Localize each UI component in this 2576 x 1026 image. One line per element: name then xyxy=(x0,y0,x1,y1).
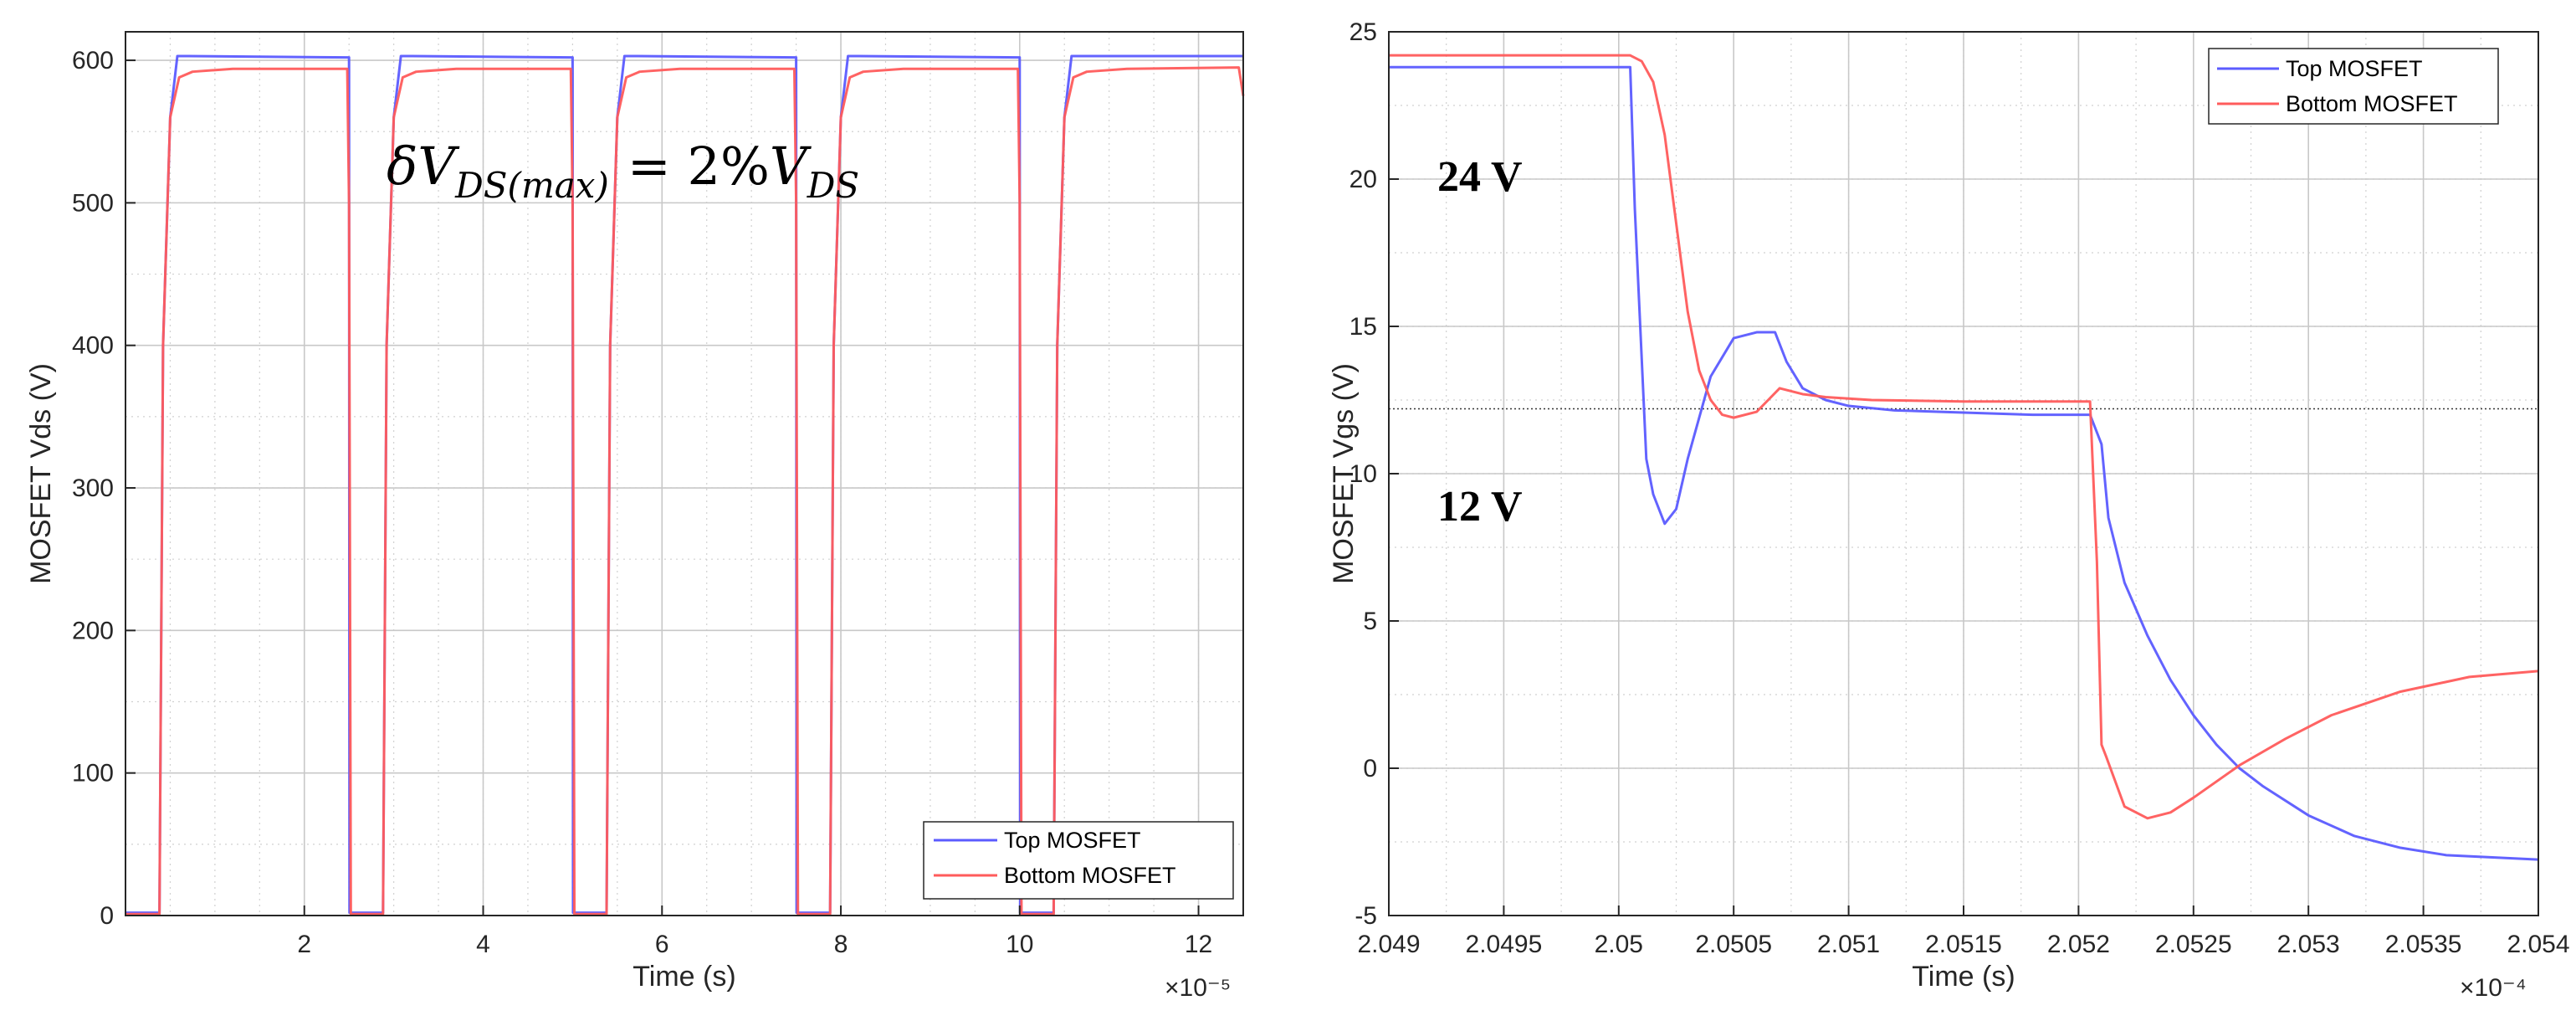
right-y-tick-label: 5 xyxy=(1363,608,1377,635)
right-x-exponent: ×10⁻⁴ xyxy=(2460,974,2527,1002)
left-y-tick-label: 400 xyxy=(72,332,114,360)
right-y-tick-label: 0 xyxy=(1363,755,1377,782)
right-annotation-12v: 12 V xyxy=(1437,483,1523,531)
right-x-tick-label: 2.05 xyxy=(1595,931,1643,958)
right-series-group xyxy=(1389,54,2539,861)
right-x-tick-label: 2.0495 xyxy=(1466,931,1543,958)
right-x-tick-label: 2.053 xyxy=(2277,931,2340,958)
left-x-tick-label: 8 xyxy=(834,931,848,958)
right-annotation-24v: 24 V xyxy=(1437,153,1523,201)
left-x-tick-label: 4 xyxy=(476,931,490,958)
left-x-tick-label: 2 xyxy=(297,931,311,958)
right-series-line-top-mosfet xyxy=(1389,65,2539,861)
right-tick-labels: 2.049 2.0495 2.05 2.0505 2.051 2.0515 2.052 2.0… xyxy=(1349,18,2570,958)
left-series-line-bottom-mosfet xyxy=(125,66,1245,916)
right-plot: 2.049 2.0495 2.05 2.0505 2.051 2.0515 2.052 2.0… xyxy=(1328,18,2570,1002)
left-y-tick-label: 600 xyxy=(72,47,114,74)
left-y-tick-label: 300 xyxy=(72,475,114,502)
left-axes-box xyxy=(125,31,1244,916)
left-series-group xyxy=(125,54,1245,916)
right-legend: Top MOSFET Bottom MOSFET xyxy=(2208,48,2499,125)
right-y-tick-label: -5 xyxy=(1355,902,1377,930)
right-x-tick-label: 2.0525 xyxy=(2155,931,2232,958)
left-y-tick-label: 200 xyxy=(72,617,114,644)
left-annotation-equation: δVDS(max) = 2%VDS xyxy=(387,136,859,206)
left-y-axis-label: MOSFET Vds (V) xyxy=(25,363,57,584)
right-y-axis-label: MOSFET Vgs (V) xyxy=(1328,363,1360,584)
left-legend-label-bottom: Bottom MOSFET xyxy=(1004,863,1176,888)
right-series-line-bottom-mosfet xyxy=(1389,54,2539,820)
right-x-tick-label: 2.0515 xyxy=(1925,931,2002,958)
right-y-tick-label: 15 xyxy=(1349,313,1377,341)
right-x-tick-label: 2.049 xyxy=(1357,931,1420,958)
left-x-axis-label: Time (s) xyxy=(632,961,735,993)
right-y-tick-label: 25 xyxy=(1349,18,1377,46)
right-y-tick-label: 20 xyxy=(1349,166,1377,193)
right-x-axis-label: Time (s) xyxy=(1912,961,2015,993)
left-x-exponent: ×10⁻⁵ xyxy=(1165,974,1231,1002)
left-y-tick-label: 100 xyxy=(72,760,114,787)
right-x-tick-label: 2.054 xyxy=(2507,931,2569,958)
left-x-tick-label: 12 xyxy=(1185,931,1212,958)
right-y-tick-label: 10 xyxy=(1349,460,1377,488)
right-x-tick-label: 2.0505 xyxy=(1695,931,1772,958)
right-legend-label-bottom: Bottom MOSFET xyxy=(2286,91,2458,116)
svg-text:δVDS(max)= 2%VDS: δVDS(max) = 2%VDS xyxy=(387,136,859,206)
right-x-tick-label: 2.0535 xyxy=(2385,931,2462,958)
left-x-tick-label: 6 xyxy=(655,931,669,958)
left-y-tick-label: 0 xyxy=(100,902,114,930)
right-x-tick-label: 2.051 xyxy=(1817,931,1880,958)
right-legend-label-top: Top MOSFET xyxy=(2286,56,2423,81)
right-x-tick-label: 2.052 xyxy=(2047,931,2110,958)
left-legend-label-top: Top MOSFET xyxy=(1004,828,1141,853)
left-plot: 2 4 6 8 10 12 0 100 200 300 400 500 600 Time (s) MOS… xyxy=(25,31,1245,1002)
left-x-tick-label: 10 xyxy=(1006,931,1033,958)
left-tick-labels: 2 4 6 8 10 12 0 100 200 300 400 500 600 xyxy=(72,47,1212,958)
left-y-tick-label: 500 xyxy=(72,189,114,217)
left-legend: Top MOSFET Bottom MOSFET xyxy=(923,821,1234,900)
